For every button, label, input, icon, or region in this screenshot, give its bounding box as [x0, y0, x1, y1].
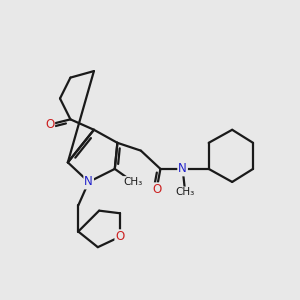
Text: CH₃: CH₃: [123, 177, 143, 187]
Text: O: O: [116, 230, 124, 243]
Text: CH₃: CH₃: [176, 188, 195, 197]
Text: O: O: [45, 118, 54, 131]
Text: O: O: [152, 183, 161, 196]
Text: N: N: [178, 162, 187, 176]
Text: N: N: [84, 176, 93, 188]
